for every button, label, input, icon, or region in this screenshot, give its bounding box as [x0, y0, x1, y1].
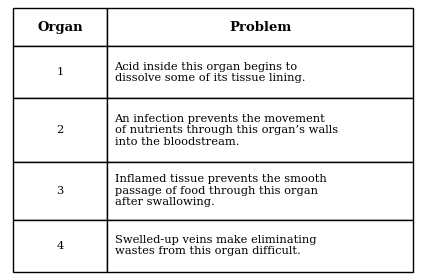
Text: An infection prevents the movement
of nutrients through this organ’s walls
into : An infection prevents the movement of nu… [115, 114, 338, 147]
Text: 4: 4 [56, 241, 63, 251]
Bar [107, 8, 413, 46]
Bar [107, 46, 413, 99]
Text: Swelled-up veins make eliminating
wastes from this organ difficult.: Swelled-up veins make eliminating wastes… [115, 235, 316, 256]
Text: Organ: Organ [37, 21, 83, 34]
Bar [13, 46, 107, 99]
Bar [13, 8, 107, 46]
Bar [13, 220, 107, 272]
Text: 3: 3 [56, 186, 63, 196]
Text: Acid inside this organ begins to
dissolve some of its tissue lining.: Acid inside this organ begins to dissolv… [115, 62, 305, 83]
Bar [107, 220, 413, 272]
Text: Problem: Problem [229, 21, 291, 34]
Text: 2: 2 [56, 125, 63, 135]
Bar [107, 162, 413, 220]
Text: Inflamed tissue prevents the smooth
passage of food through this organ
after swa: Inflamed tissue prevents the smooth pass… [115, 174, 326, 207]
Bar [107, 99, 413, 162]
Bar [13, 162, 107, 220]
Bar [13, 99, 107, 162]
Text: 1: 1 [56, 67, 63, 78]
